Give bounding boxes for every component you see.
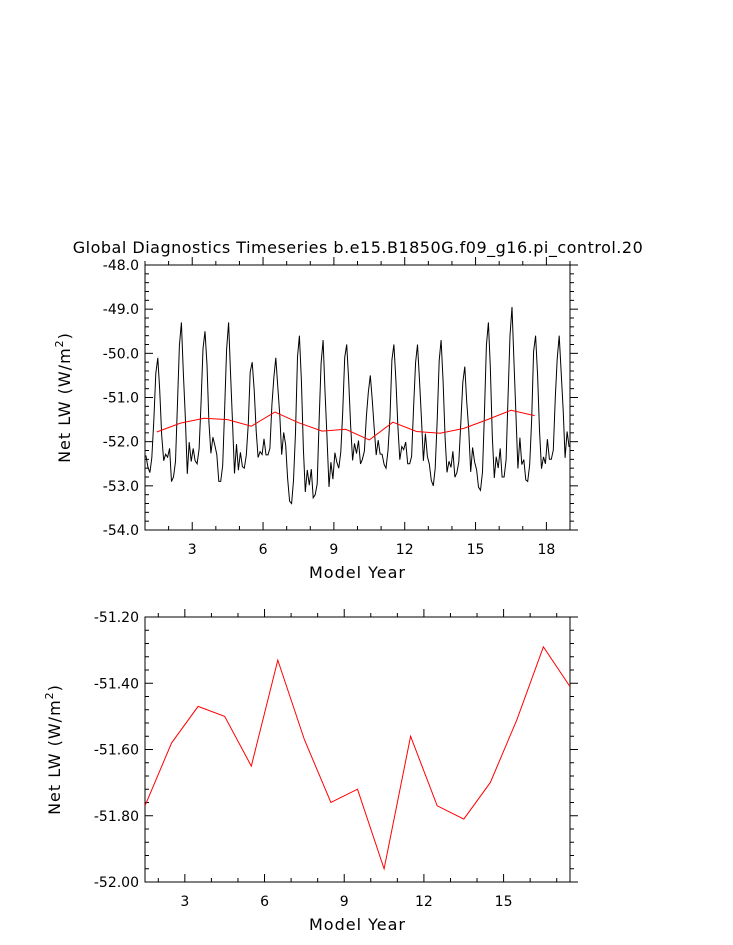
x-tick-label: 18 (537, 542, 555, 558)
y-tick-label: -53.0 (103, 479, 139, 495)
top-plot-panel: 3 6 9 12 15 18 -54.0 -53.0 -52.0 -51.0 -50.0 -49.0 -… (53, 257, 578, 582)
x-tick-label: 3 (180, 894, 189, 910)
plot-frame (144, 264, 571, 531)
y-tick-label: -50.0 (103, 346, 139, 362)
y-tick-label: -54.0 (103, 523, 139, 539)
x-tick-label: 9 (340, 894, 349, 910)
x-tick-label: 12 (396, 542, 414, 558)
x-tick-label: 15 (495, 894, 513, 910)
monthly-series-line (145, 306, 570, 505)
y-tick-label: -51.60 (94, 743, 139, 759)
x-axis-title: Model Year (309, 563, 406, 582)
x-tick-label: 15 (467, 542, 485, 558)
plot-frame (144, 616, 571, 883)
x-tick-label: 6 (259, 542, 268, 558)
y-tick-label: -51.80 (94, 809, 139, 825)
y-tick-label: -52.0 (103, 435, 139, 451)
x-tick-label: 6 (260, 894, 269, 910)
bottom-plot-panel: 3 6 9 12 15 -52.00 -51.80 -51.60 -51.40 -51.20 Mod… (43, 609, 578, 934)
chart-title: Global Diagnostics Timeseries b.e15.B185… (73, 238, 644, 258)
y-tick-label: -51.40 (94, 676, 139, 692)
annual-mean-series-line (145, 645, 570, 871)
y-tick-label: -52.00 (94, 875, 139, 891)
y-tick-label: -48.0 (103, 258, 139, 274)
y-axis-title: Net LW (W/m2) (53, 332, 74, 463)
x-tick-label: 12 (415, 894, 433, 910)
y-axis-title: Net LW (W/m2) (43, 684, 64, 815)
annual-mean-series-line (156, 409, 535, 441)
y-tick-label: -51.0 (103, 391, 139, 407)
y-tick-label: -51.20 (94, 610, 139, 626)
x-tick-label: 3 (188, 542, 197, 558)
y-tick-label: -49.0 (103, 302, 139, 318)
x-tick-label: 9 (329, 542, 338, 558)
x-axis-title: Model Year (309, 915, 406, 934)
